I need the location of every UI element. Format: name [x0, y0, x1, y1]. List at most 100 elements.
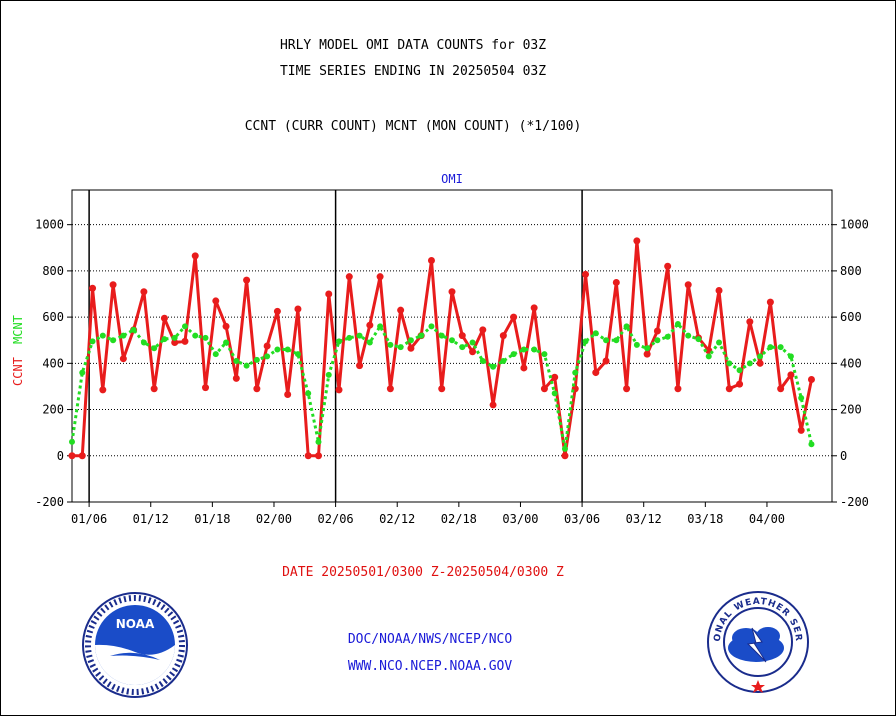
- data-point-mcnt: [592, 330, 599, 337]
- data-point-mcnt: [438, 332, 445, 339]
- data-point-ccnt: [684, 281, 692, 289]
- y-tick-label-left: 400: [42, 356, 64, 370]
- data-point-mcnt: [284, 346, 291, 353]
- credit-line-2: WWW.NCO.NCEP.NOAA.GOV: [347, 659, 513, 674]
- plot-area: [71, 189, 833, 503]
- data-point-ccnt: [664, 262, 672, 270]
- data-point-ccnt: [746, 318, 754, 326]
- data-point-ccnt: [582, 270, 590, 278]
- data-point-mcnt: [479, 358, 486, 365]
- data-point-mcnt: [644, 345, 651, 352]
- data-point-ccnt: [479, 326, 487, 334]
- data-point-ccnt: [510, 313, 518, 321]
- data-point-mcnt: [140, 339, 147, 346]
- data-point-mcnt: [582, 338, 589, 345]
- data-point-ccnt: [202, 384, 210, 392]
- data-point-ccnt: [253, 385, 261, 393]
- data-point-ccnt: [777, 385, 785, 393]
- data-point-ccnt: [222, 322, 230, 330]
- data-point-mcnt: [623, 323, 630, 330]
- data-point-ccnt: [232, 374, 240, 382]
- data-point-mcnt: [705, 353, 712, 360]
- data-point-mcnt: [325, 371, 332, 378]
- data-point-ccnt: [314, 452, 322, 460]
- y-tick-label-left: 800: [42, 264, 64, 278]
- data-point-mcnt: [346, 334, 353, 341]
- data-point-ccnt: [725, 385, 733, 393]
- data-point-mcnt: [654, 337, 661, 344]
- data-point-mcnt: [674, 321, 681, 328]
- y-tick-label-right: 200: [840, 403, 862, 417]
- data-point-mcnt: [79, 369, 86, 376]
- x-tick-label: 02/18: [441, 512, 477, 526]
- data-point-mcnt: [603, 337, 610, 344]
- data-point-mcnt: [264, 353, 271, 360]
- data-point-mcnt: [633, 341, 640, 348]
- data-point-ccnt: [397, 306, 405, 314]
- data-point-mcnt: [192, 332, 199, 339]
- chart-title-line-1: HRLY MODEL OMI DATA COUNTS for 03Z: [279, 38, 547, 53]
- noaa-logo: NOAA: [82, 592, 188, 698]
- data-point-mcnt: [428, 323, 435, 330]
- data-point-mcnt: [777, 344, 784, 351]
- data-point-mcnt: [572, 369, 579, 376]
- x-tick-label: 03/18: [687, 512, 723, 526]
- data-point-ccnt: [787, 371, 795, 379]
- y-tick-label-left: 600: [42, 310, 64, 324]
- chart-title-line-2: TIME SERIES ENDING IN 20250504 03Z: [279, 64, 547, 79]
- x-tick-label: 02/12: [379, 512, 415, 526]
- data-point-ccnt: [345, 273, 353, 281]
- data-point-ccnt: [181, 337, 189, 345]
- y-tick-label-right: -200: [840, 495, 869, 509]
- x-tick-label: 03/06: [564, 512, 600, 526]
- data-point-mcnt: [736, 367, 743, 374]
- data-point-mcnt: [387, 341, 394, 348]
- data-point-mcnt: [336, 338, 343, 345]
- data-point-ccnt: [335, 386, 343, 394]
- data-point-ccnt: [807, 376, 815, 384]
- data-point-mcnt: [613, 337, 620, 344]
- data-point-ccnt: [366, 321, 374, 329]
- data-point-ccnt: [325, 290, 333, 298]
- data-point-mcnt: [120, 332, 127, 339]
- panel-label: OMI: [441, 172, 463, 186]
- data-point-ccnt: [643, 350, 651, 358]
- data-point-ccnt: [89, 284, 97, 292]
- data-point-mcnt: [695, 336, 702, 343]
- y-tick-label-right: 400: [840, 356, 862, 370]
- data-point-mcnt: [202, 334, 209, 341]
- data-point-ccnt: [140, 288, 148, 296]
- data-point-ccnt: [653, 327, 661, 335]
- data-point-mcnt: [397, 344, 404, 351]
- data-point-mcnt: [469, 339, 476, 346]
- y-axis-label-mcnt: MCNT: [11, 315, 25, 344]
- data-point-mcnt: [685, 332, 692, 339]
- data-point-ccnt: [263, 342, 271, 350]
- data-point-mcnt: [490, 363, 497, 370]
- data-point-mcnt: [315, 438, 322, 445]
- y-tick-label-right: 800: [840, 264, 862, 278]
- data-point-ccnt: [592, 369, 600, 377]
- data-point-mcnt: [561, 445, 568, 452]
- data-point-mcnt: [161, 336, 168, 343]
- data-point-mcnt: [449, 337, 455, 344]
- data-point-mcnt: [243, 362, 250, 369]
- data-point-ccnt: [766, 298, 774, 306]
- y-axis-label: CCNT MCNT: [11, 315, 25, 386]
- data-point-ccnt: [386, 385, 394, 393]
- data-point-ccnt: [623, 385, 631, 393]
- data-point-mcnt: [510, 351, 517, 358]
- data-point-ccnt: [448, 288, 456, 296]
- data-point-mcnt: [798, 395, 805, 401]
- data-point-ccnt: [304, 452, 312, 460]
- data-point-mcnt: [89, 338, 96, 345]
- y-tick-label-left: -200: [35, 495, 64, 509]
- data-point-mcnt: [407, 337, 414, 344]
- data-point-mcnt: [69, 438, 75, 445]
- data-point-ccnt: [294, 305, 302, 313]
- data-point-ccnt: [561, 452, 569, 460]
- x-tick-label: 02/06: [318, 512, 354, 526]
- data-point-mcnt: [716, 339, 723, 346]
- x-axis-label: DATE 20250501/0300 Z-20250504/0300 Z: [282, 565, 564, 580]
